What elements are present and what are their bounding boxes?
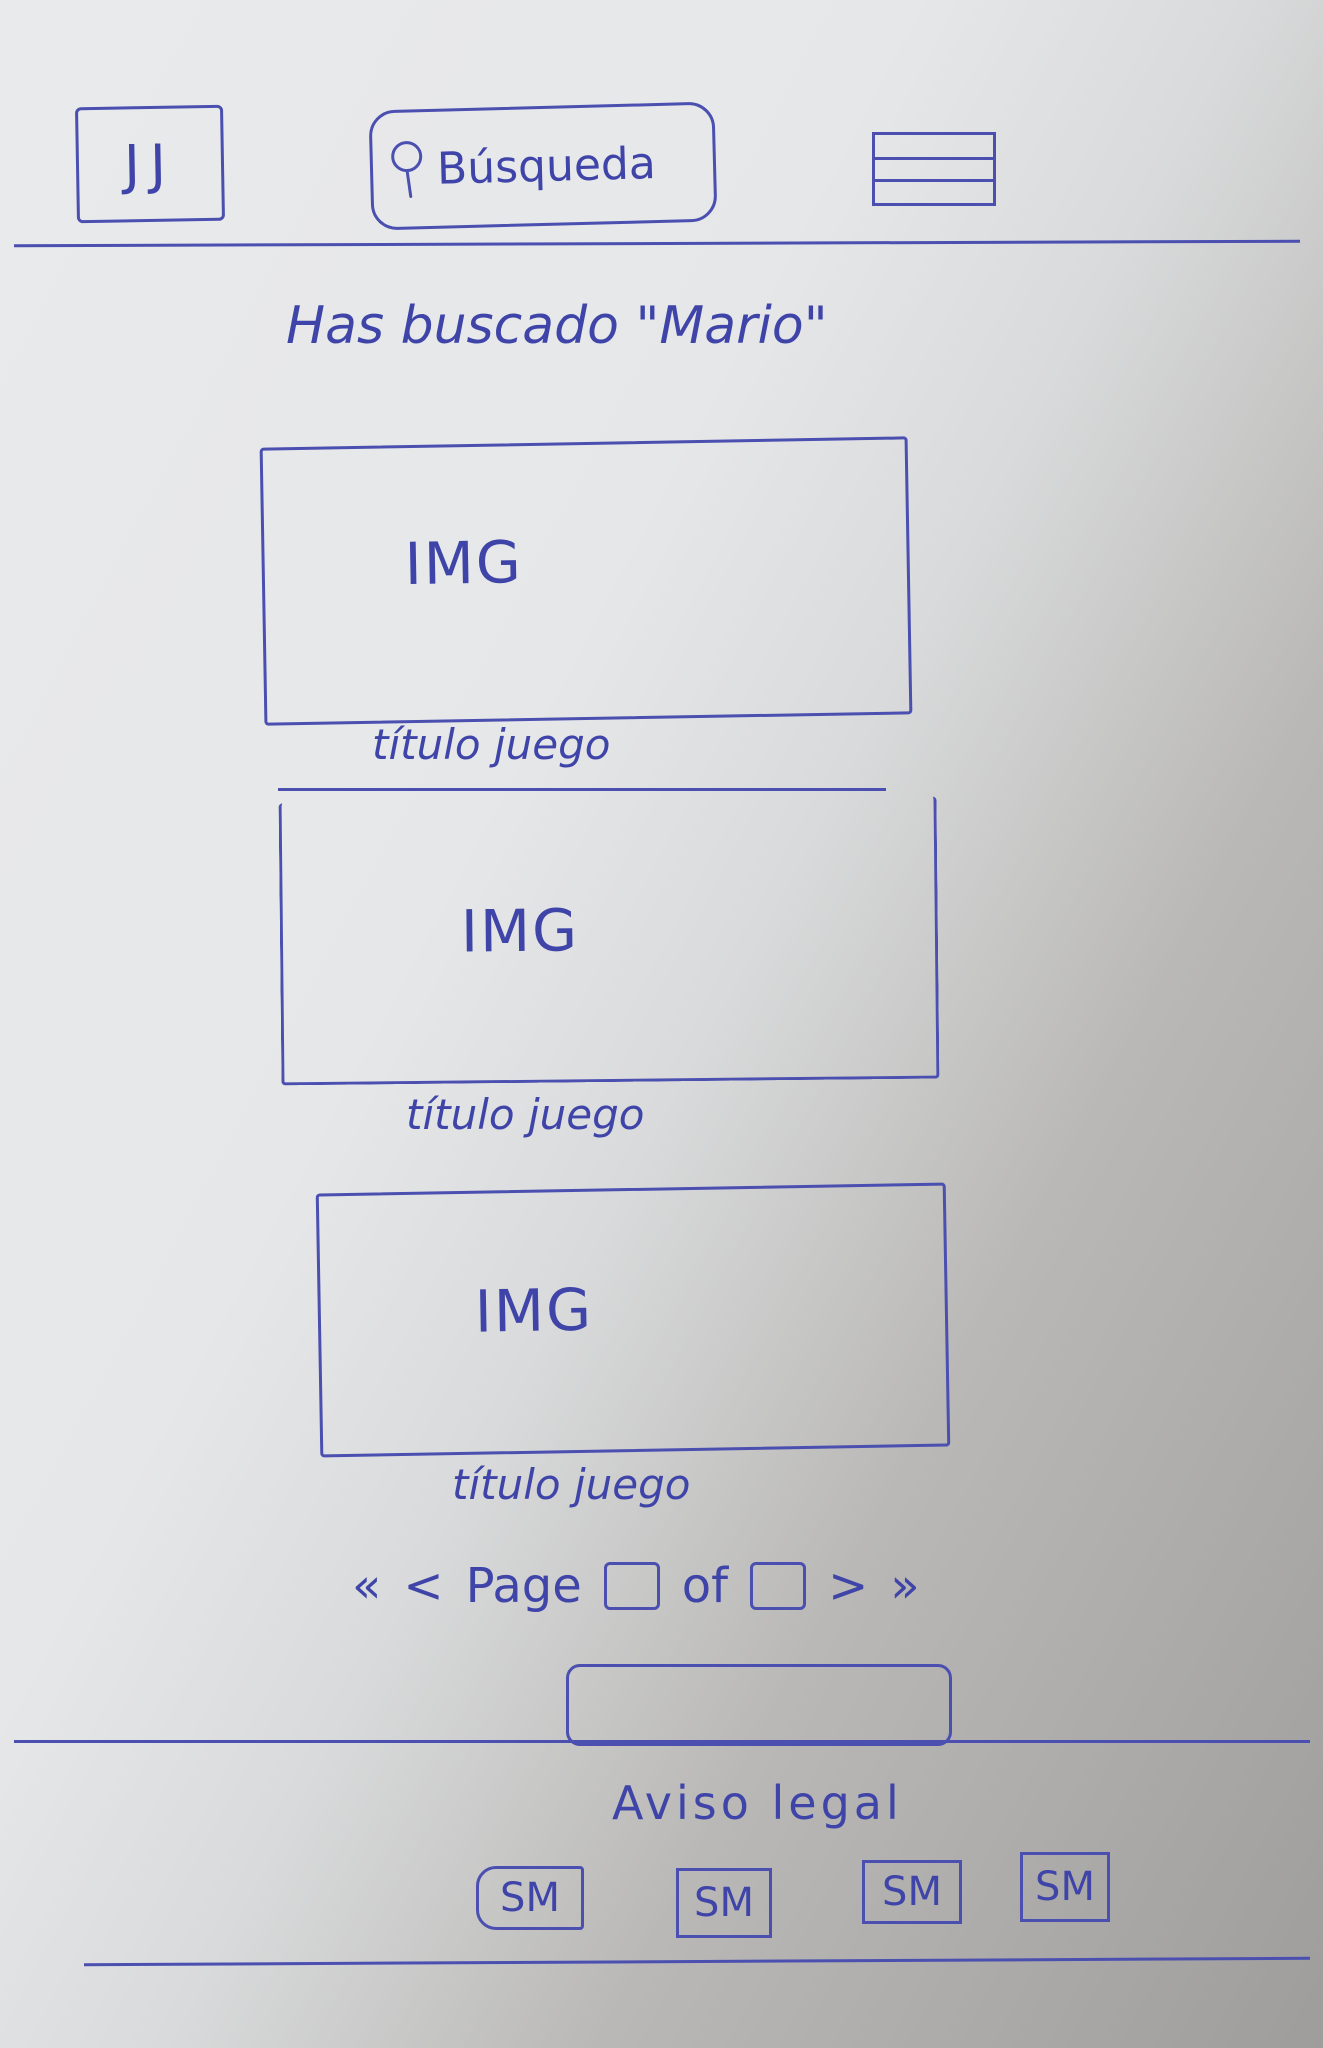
current-page-input[interactable]: [603, 1562, 660, 1610]
image-placeholder-label: IMG: [460, 896, 580, 966]
game-card-image[interactable]: IMG: [315, 1182, 951, 1458]
footer-bottom-line: [84, 1956, 1310, 1967]
pagination: « < Page of > »: [352, 1558, 920, 1614]
previous-page-button[interactable]: <: [403, 1558, 444, 1614]
search-icon: [391, 141, 423, 198]
total-pages-box: [750, 1562, 807, 1610]
social-media-icon[interactable]: SM: [1020, 1852, 1110, 1922]
header-divider: [13, 239, 1301, 248]
game-card-title[interactable]: título juego: [372, 720, 611, 769]
menu-bar: [875, 157, 993, 160]
first-page-button[interactable]: «: [352, 1558, 382, 1614]
hamburger-menu-icon[interactable]: [872, 132, 996, 206]
game-card-title[interactable]: título juego: [406, 1090, 645, 1139]
search-label: Búsqueda: [436, 137, 657, 195]
social-media-icon[interactable]: SM: [862, 1860, 962, 1924]
social-media-icon[interactable]: SM: [476, 1866, 584, 1930]
search-results-heading: Has buscado "Mario": [286, 296, 828, 356]
image-placeholder-label: IMG: [404, 528, 524, 599]
empty-button[interactable]: [566, 1664, 952, 1746]
social-media-icon[interactable]: SM: [676, 1868, 772, 1938]
last-page-button[interactable]: »: [890, 1558, 920, 1614]
search-bar[interactable]: Búsqueda: [368, 101, 718, 231]
menu-bar: [875, 179, 993, 182]
card-divider: [278, 788, 886, 791]
game-card-image[interactable]: IMG: [278, 796, 940, 1086]
of-label: of: [681, 1558, 729, 1614]
game-card-title[interactable]: título juego: [452, 1460, 691, 1509]
game-card-image[interactable]: IMG: [259, 436, 913, 726]
image-placeholder-label: IMG: [474, 1275, 594, 1346]
legal-notice-link[interactable]: Aviso legal: [612, 1776, 903, 1830]
next-page-button[interactable]: >: [828, 1558, 869, 1614]
page-label: Page: [465, 1558, 582, 1614]
logo-text: JJ: [123, 132, 177, 196]
search-content: Búsqueda: [386, 106, 658, 227]
footer-divider: [14, 1740, 1310, 1743]
logo[interactable]: JJ: [74, 104, 226, 224]
